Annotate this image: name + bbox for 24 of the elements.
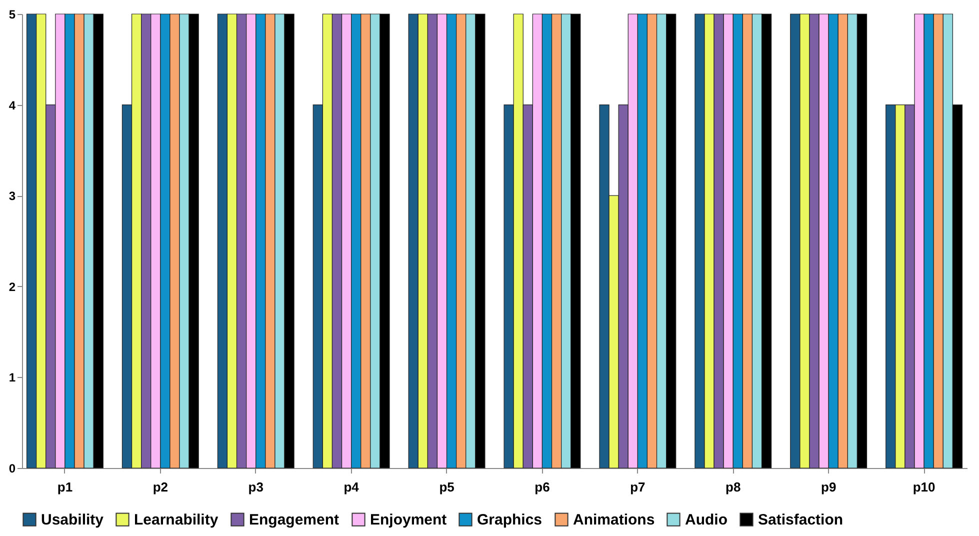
y-tick-label: 3	[8, 189, 16, 204]
x-tick-label: p6	[534, 480, 550, 494]
x-tick-label: p9	[821, 480, 836, 494]
legend-label: Enjoyment	[370, 512, 447, 529]
y-tick-label: 5	[8, 8, 16, 22]
legend-label: Satisfaction	[758, 512, 844, 529]
y-tick-label: 0	[8, 462, 16, 476]
x-tick-label: p2	[152, 480, 168, 494]
x-tick-label: p4	[344, 480, 360, 494]
x-tick-label: p3	[248, 480, 264, 494]
legend-label: Graphics	[477, 512, 542, 529]
y-tick-label: 4	[8, 98, 16, 112]
x-tick-label: p1	[57, 480, 73, 494]
x-tick-label: p7	[630, 480, 646, 494]
legend-label: Learnability	[134, 512, 219, 529]
x-tick-label: p5	[439, 480, 454, 494]
y-tick-label: 2	[8, 280, 16, 294]
legend-label: Animations	[573, 512, 655, 529]
legend-label: Usability	[41, 512, 104, 529]
x-tick-label: p8	[726, 480, 741, 494]
x-tick-label: p10	[912, 480, 936, 494]
legend-label: Audio	[685, 512, 728, 529]
legend-label: Engagement	[249, 512, 340, 529]
y-tick-label: 1	[8, 370, 16, 385]
